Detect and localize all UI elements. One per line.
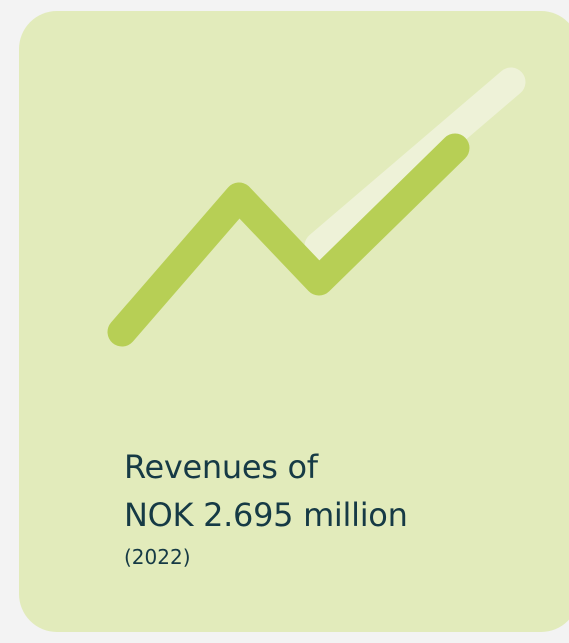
headline-line-1: Revenues of	[124, 448, 318, 486]
trend-up-icon	[107, 67, 526, 347]
revenue-caption: Revenues of NOK 2.695 million (2022)	[124, 443, 408, 573]
stat-card: Revenues of NOK 2.695 million (2022)	[19, 11, 569, 632]
year-label: (2022)	[124, 545, 191, 569]
headline-line-2: NOK 2.695 million	[124, 496, 408, 534]
trend-line	[107, 133, 470, 347]
trend-highlight	[304, 67, 526, 261]
